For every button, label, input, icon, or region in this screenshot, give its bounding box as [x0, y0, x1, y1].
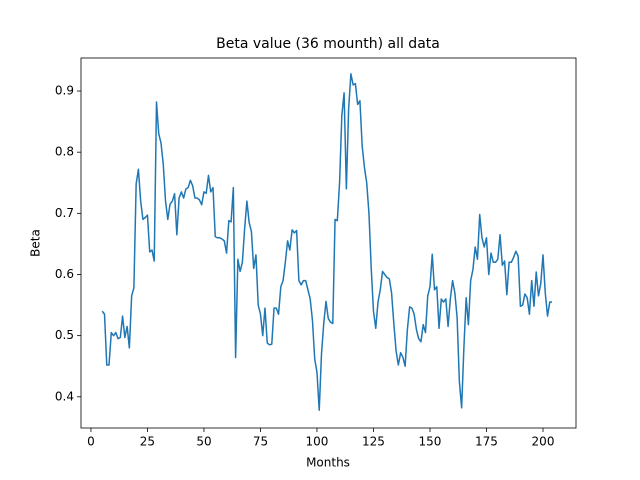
y-tick-label: 0.4 [55, 389, 74, 403]
x-tick-label: 150 [419, 435, 442, 449]
chart-title: Beta value (36 mounth) all data [216, 36, 440, 52]
data-line [101, 73, 553, 412]
x-axis-label: Months [306, 456, 350, 470]
x-tick-label: 50 [196, 435, 211, 449]
y-axis-label: Beta [29, 229, 43, 257]
y-tick-label: 0.5 [55, 328, 74, 342]
x-tick-label: 200 [532, 435, 555, 449]
x-tick-label: 175 [475, 435, 498, 449]
y-tick-label: 0.6 [55, 267, 74, 281]
plot-frame [80, 57, 577, 429]
x-tick-label: 100 [306, 435, 329, 449]
y-tick-label: 0.7 [55, 206, 74, 220]
y-tick-label: 0.8 [55, 145, 74, 159]
y-tick-label: 0.9 [55, 84, 74, 98]
x-tick-label: 25 [140, 435, 155, 449]
x-tick-label: 0 [87, 435, 95, 449]
x-tick-label: 125 [362, 435, 385, 449]
x-tick-label: 75 [253, 435, 268, 449]
